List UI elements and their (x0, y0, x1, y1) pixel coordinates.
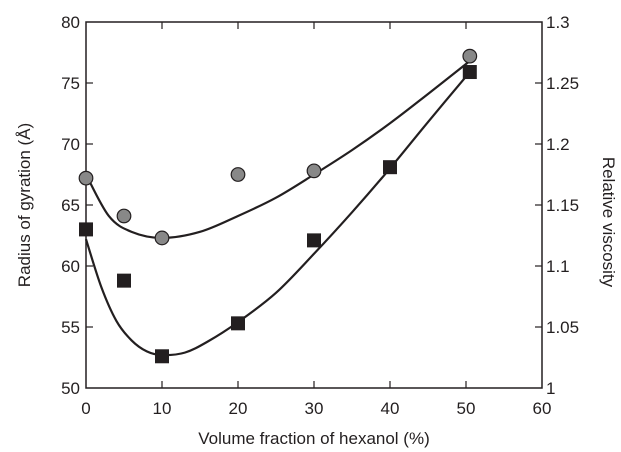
data-markers (78, 48, 478, 364)
circle-point (116, 208, 132, 224)
y2-tick-label: 1 (546, 379, 555, 398)
square-point (117, 273, 131, 288)
y2-tick-label: 1.3 (546, 13, 570, 32)
square-point (155, 349, 169, 364)
fit-curves (84, 60, 471, 357)
y-axis-ticks: 50 55 60 65 70 75 80 (61, 13, 93, 398)
circle-point (462, 48, 478, 64)
circle-point (154, 230, 170, 246)
x-tick-label: 50 (457, 399, 476, 418)
y2-tick-label: 1.2 (546, 135, 570, 154)
fit-curve-square (84, 71, 471, 357)
y2-tick-label: 1.1 (546, 257, 570, 276)
x-tick-label: 10 (153, 399, 172, 418)
y-axis-label: Radius of gyration (Å) (15, 123, 34, 287)
x-axis-ticks: 0 10 20 30 40 50 60 (81, 22, 551, 418)
square-point (231, 316, 245, 331)
x-tick-label: 40 (381, 399, 400, 418)
y2-axis-ticks: 1 1.05 1.1 1.15 1.2 1.25 1.3 (535, 13, 579, 398)
y-tick-label: 50 (61, 379, 80, 398)
square-point (462, 65, 477, 80)
y-tick-label: 60 (61, 257, 80, 276)
x-tick-label: 30 (305, 399, 324, 418)
x-tick-label: 60 (533, 399, 552, 418)
square-point (383, 160, 397, 175)
y2-axis-label: Relative viscosity (599, 157, 618, 288)
y2-tick-label: 1.15 (546, 196, 579, 215)
y-tick-label: 55 (61, 318, 80, 337)
circle-point (230, 167, 246, 182)
y-tick-label: 75 (61, 74, 80, 93)
y2-tick-label: 1.25 (546, 74, 579, 93)
x-tick-label: 20 (229, 399, 248, 418)
square-point (79, 222, 93, 237)
x-axis-label: Volume fraction of hexanol (%) (198, 429, 430, 448)
x-tick-label: 0 (81, 399, 90, 418)
square-point (307, 233, 321, 248)
circle-point (306, 163, 322, 179)
y-tick-label: 80 (61, 13, 80, 32)
circle-point (78, 170, 94, 186)
y-tick-label: 65 (61, 196, 80, 215)
y-tick-label: 70 (61, 135, 80, 154)
fit-curve-circle (85, 60, 471, 240)
y2-tick-label: 1.05 (546, 318, 579, 337)
